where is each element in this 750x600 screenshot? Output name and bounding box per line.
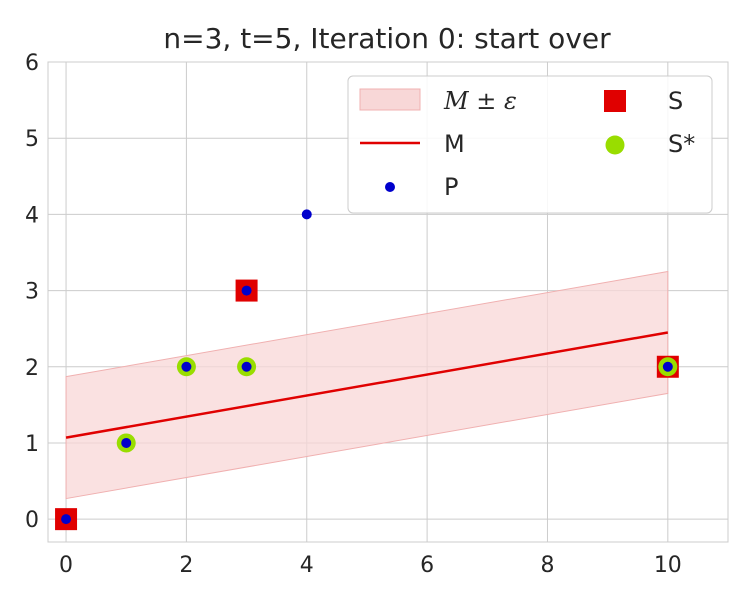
legend-s-swatch [604, 90, 626, 112]
y-tick-label: 2 [25, 356, 39, 381]
x-tick-label: 0 [59, 553, 73, 578]
legend-sstar-swatch [605, 135, 625, 155]
plot-frame [47, 61, 729, 543]
model-line [65, 331, 669, 439]
point-p [301, 209, 312, 220]
legend-sstar-label: S* [668, 130, 695, 158]
y-tick-label: 1 [25, 432, 39, 457]
x-tick-label: 8 [540, 553, 554, 578]
x-tick-label: 10 [654, 553, 682, 578]
chart-title: n=3, t=5, Iteration 0: start over [163, 22, 611, 55]
point-p [61, 514, 72, 525]
legend-band-label: M ± ε [443, 87, 517, 115]
legend-band-swatch [359, 88, 421, 111]
x-tick-label: 4 [300, 553, 314, 578]
y-tick-label: 6 [25, 51, 39, 76]
legend-s-label: S [668, 87, 683, 115]
point-p [662, 361, 673, 372]
point-p [241, 361, 252, 372]
x-tick-label: 2 [179, 553, 193, 578]
y-tick-label: 0 [25, 508, 39, 533]
y-tick-label: 5 [25, 127, 39, 152]
x-axis: 0 2 4 6 8 10 [59, 553, 682, 578]
legend-p-label: P [444, 173, 458, 201]
y-axis: 0 1 2 3 4 5 6 [25, 51, 39, 533]
y-tick-label: 3 [25, 280, 39, 305]
markers-layer [55, 209, 679, 531]
legend-p-swatch [385, 182, 395, 192]
y-tick-label: 4 [25, 203, 39, 228]
legend-line-label: M [444, 130, 465, 158]
point-p [121, 437, 132, 448]
point-p [181, 361, 192, 372]
point-p [241, 285, 252, 296]
legend: M ± ε M P S S* [347, 75, 713, 214]
line-layer [65, 331, 669, 439]
x-tick-label: 6 [420, 553, 434, 578]
